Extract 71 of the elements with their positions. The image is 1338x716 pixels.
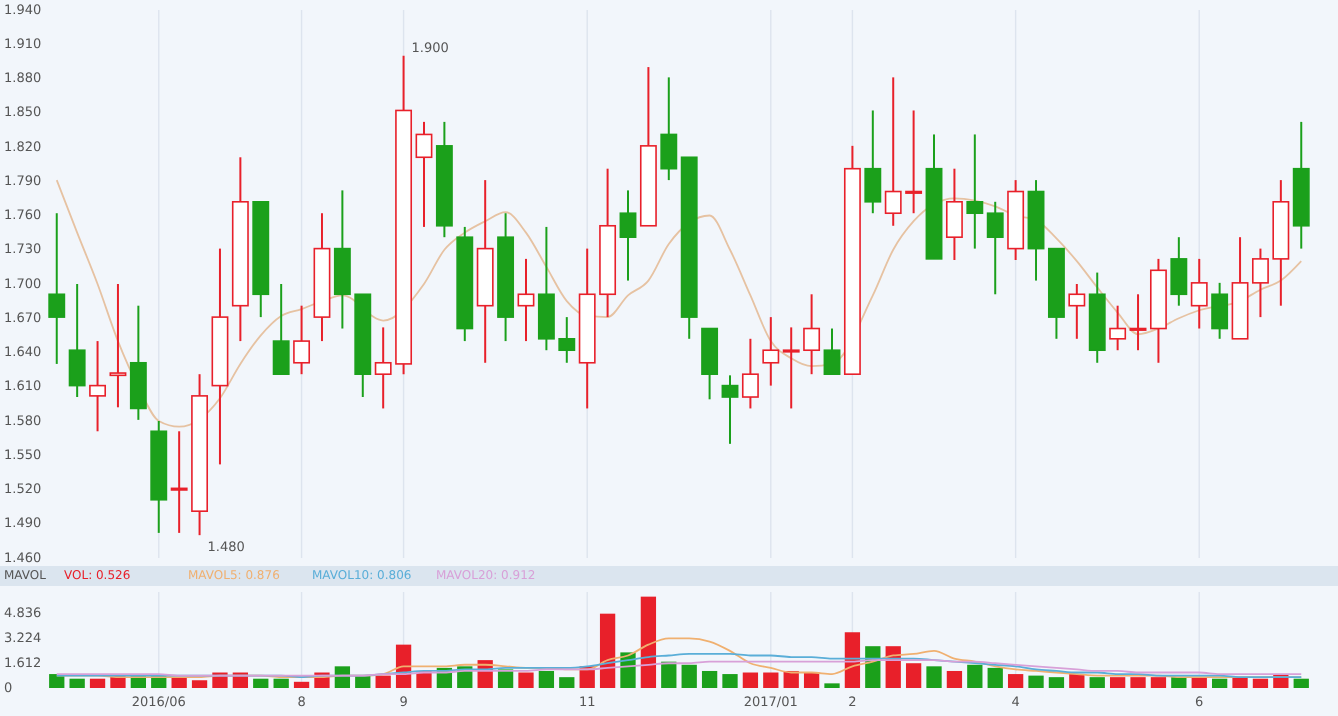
candlestick — [1211, 281, 1229, 340]
candlestick — [68, 283, 86, 399]
bar — [559, 677, 575, 688]
bar — [803, 672, 820, 688]
bar — [1191, 677, 1207, 688]
candlestick — [89, 340, 106, 433]
candlestick — [986, 200, 1004, 296]
candlestick — [721, 374, 739, 445]
bar — [844, 632, 861, 688]
candlestick — [945, 167, 963, 262]
candlestick — [293, 304, 311, 376]
candlestick — [701, 327, 719, 401]
candlestick — [48, 212, 66, 365]
candlestick — [1068, 283, 1086, 340]
bar — [273, 678, 289, 688]
line-series — [55, 659, 1303, 677]
candlestick — [129, 304, 147, 421]
bar — [334, 666, 351, 688]
candlestick — [1190, 257, 1208, 330]
candlestick — [966, 133, 984, 250]
bar — [518, 672, 534, 688]
bar — [1028, 675, 1044, 688]
candlestick — [762, 316, 780, 387]
bar — [191, 680, 208, 688]
bar — [946, 670, 963, 688]
candlestick — [1109, 304, 1127, 352]
bar — [1130, 677, 1146, 688]
bar — [763, 672, 779, 688]
bar — [599, 613, 616, 688]
bar — [722, 674, 738, 688]
bar — [1109, 677, 1126, 688]
bar — [1171, 677, 1187, 688]
bar — [171, 677, 187, 688]
bar — [681, 664, 697, 688]
bar — [967, 664, 983, 688]
candlestick — [741, 337, 759, 410]
candlestick — [660, 76, 678, 182]
bar — [1007, 674, 1024, 688]
bar — [905, 663, 922, 688]
bar — [69, 678, 85, 688]
bar — [1232, 677, 1248, 688]
bar — [783, 670, 799, 688]
candlestick — [517, 257, 535, 343]
bar — [355, 675, 371, 688]
candlestick — [1129, 293, 1147, 352]
bar — [1069, 674, 1085, 688]
bar — [1252, 678, 1269, 688]
line-series — [55, 179, 1303, 428]
bar — [293, 681, 310, 688]
bar — [1150, 677, 1167, 688]
bar — [375, 675, 391, 688]
bar — [1211, 678, 1228, 688]
bar — [1293, 678, 1309, 688]
candlestick — [272, 283, 290, 376]
bar — [987, 667, 1003, 688]
bar — [1048, 677, 1065, 688]
bar — [640, 596, 657, 688]
bar — [661, 661, 677, 688]
candlestick — [864, 109, 882, 215]
bar — [538, 670, 555, 688]
candlestick — [823, 327, 841, 376]
bar — [701, 670, 718, 688]
candlestick — [619, 189, 637, 282]
bar — [253, 678, 269, 688]
candlestick — [415, 120, 433, 228]
bar — [1089, 677, 1105, 688]
bar — [926, 666, 942, 688]
bar — [742, 672, 759, 688]
candlestick — [1170, 236, 1188, 307]
candlestick — [109, 283, 127, 409]
bar — [89, 678, 106, 688]
